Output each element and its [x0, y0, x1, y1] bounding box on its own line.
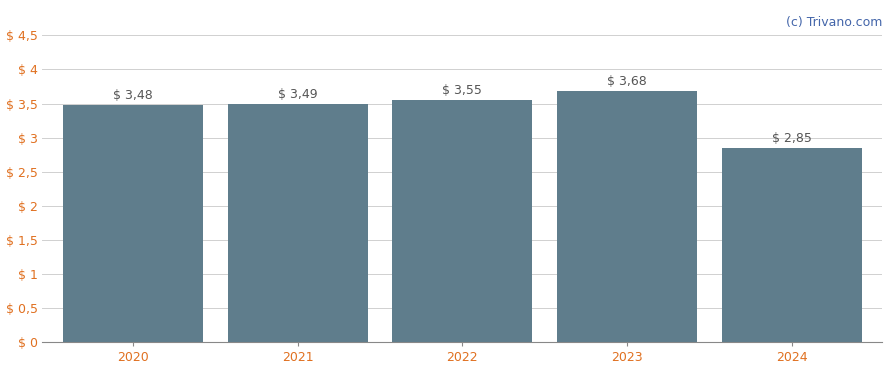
Bar [63, 105, 203, 342]
Bar [392, 100, 533, 342]
Text: (c) Trivano.com: (c) Trivano.com [786, 16, 883, 29]
Text: $ 3,55: $ 3,55 [442, 84, 482, 97]
Text: $ 2,85: $ 2,85 [772, 131, 812, 145]
Bar [557, 91, 697, 342]
Text: $ 3,48: $ 3,48 [113, 88, 153, 101]
Bar [722, 148, 862, 342]
Bar [227, 104, 368, 342]
Text: $ 3,68: $ 3,68 [607, 75, 647, 88]
Text: $ 3,49: $ 3,49 [278, 88, 318, 101]
